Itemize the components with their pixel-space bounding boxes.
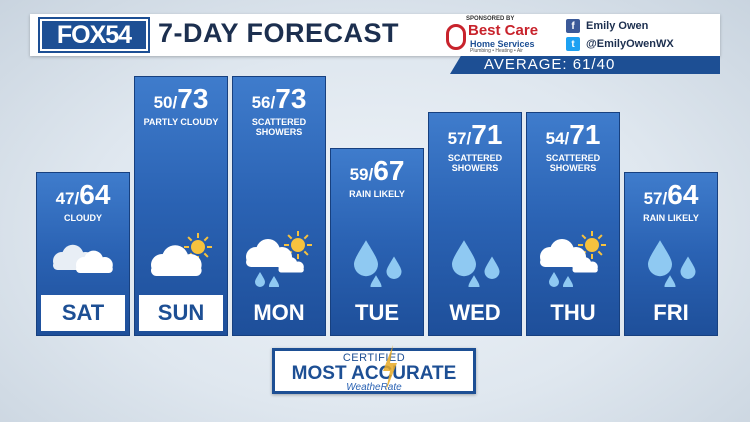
day-label: SUN bbox=[139, 295, 223, 331]
station-logo: FOX54 bbox=[38, 17, 150, 53]
high-temp: 64 bbox=[667, 179, 699, 210]
day-temps: 57/64 bbox=[625, 179, 717, 211]
day-temps: 57/71 bbox=[429, 119, 521, 151]
low-temp: 57 bbox=[643, 189, 663, 208]
low-temp: 59 bbox=[349, 165, 369, 184]
twitter-icon: t bbox=[566, 37, 580, 51]
sponsor-small-text: SPONSORED BY bbox=[466, 16, 515, 22]
temp-separator: / bbox=[172, 93, 178, 112]
facebook-row: f Emily Owen bbox=[566, 17, 716, 35]
badge-main: MOST ACCURATE bbox=[291, 363, 457, 384]
average-bar bbox=[450, 56, 720, 74]
condition-text: CLOUDY bbox=[64, 213, 102, 223]
day-label: FRI bbox=[653, 300, 689, 325]
condition-text: RAIN LIKELY bbox=[349, 189, 405, 199]
low-temp: 56 bbox=[251, 93, 271, 112]
day-column-fri: 57/64 RAIN LIKELY FRI bbox=[624, 172, 718, 336]
day-label: SAT bbox=[41, 295, 125, 331]
twitter-row: t @EmilyOwenWX bbox=[566, 35, 716, 53]
scattered-showers-icon bbox=[540, 231, 606, 287]
temp-separator: / bbox=[466, 129, 472, 148]
sponsor-logo-icon bbox=[446, 24, 466, 50]
condition-text: RAIN LIKELY bbox=[643, 213, 699, 223]
temp-separator: / bbox=[368, 165, 374, 184]
high-temp: 73 bbox=[177, 83, 209, 114]
day-temps: 56/73 bbox=[233, 83, 325, 115]
partly-cloudy-icon bbox=[151, 233, 212, 276]
day-label: MON bbox=[253, 300, 305, 325]
condition-text: PARTLY CLOUDY bbox=[143, 117, 219, 127]
day-column-tue: 59/67 RAIN LIKELY TUE bbox=[330, 148, 424, 336]
cloudy-icon bbox=[53, 244, 113, 273]
low-temp: 47 bbox=[55, 189, 75, 208]
day-temps: 50/73 bbox=[135, 83, 227, 115]
temp-separator: / bbox=[662, 189, 668, 208]
day-column-wed: 57/71 SCATTERED SHOWERS WED bbox=[428, 112, 522, 336]
low-temp: 57 bbox=[447, 129, 467, 148]
day-label: WED bbox=[449, 300, 501, 325]
day-column-mon: 56/73 SCATTERED SHOWERS MON bbox=[232, 76, 326, 336]
day-temps: 54/71 bbox=[527, 119, 619, 151]
rain-icon bbox=[452, 240, 500, 287]
lightning-bolt-icon bbox=[383, 345, 397, 391]
header-banner: FOX54 7-DAY FORECAST SPONSORED BY Best C… bbox=[30, 14, 720, 56]
day-column-thu: 54/71 SCATTERED SHOWERS THU bbox=[526, 112, 620, 336]
high-temp: 64 bbox=[79, 179, 111, 210]
day-temps: 47/64 bbox=[37, 179, 129, 211]
social-block: f Emily Owen t @EmilyOwenWX bbox=[566, 17, 716, 53]
high-temp: 67 bbox=[373, 155, 405, 186]
page-title: 7-DAY FORECAST bbox=[158, 18, 400, 48]
sponsor-name: Best Care bbox=[468, 22, 539, 39]
condition-text: SCATTERED SHOWERS bbox=[251, 117, 307, 137]
high-temp: 71 bbox=[471, 119, 503, 150]
average-text: AVERAGE: 61/40 bbox=[484, 56, 616, 73]
day-label: THU bbox=[550, 300, 596, 325]
temp-separator: / bbox=[74, 189, 80, 208]
twitter-handle: @EmilyOwenWX bbox=[586, 38, 674, 50]
scattered-showers-icon bbox=[246, 231, 312, 287]
low-temp: 50 bbox=[153, 93, 173, 112]
sponsor-block: SPONSORED BY Best Care Home Services Plu… bbox=[444, 16, 554, 54]
high-temp: 73 bbox=[275, 83, 307, 114]
rain-icon bbox=[354, 240, 402, 287]
day-temps: 59/67 bbox=[331, 155, 423, 187]
facebook-handle: Emily Owen bbox=[586, 20, 649, 32]
certified-badge: CERTIFIED MOST ACCURATE WeatheRate bbox=[272, 345, 476, 394]
high-temp: 71 bbox=[569, 119, 601, 150]
facebook-icon: f bbox=[566, 19, 580, 33]
day-label: TUE bbox=[355, 300, 399, 325]
temp-separator: / bbox=[564, 129, 570, 148]
sponsor-services: Plumbing • Heating • Air bbox=[470, 48, 523, 54]
condition-text: SCATTERED SHOWERS bbox=[545, 153, 601, 173]
low-temp: 54 bbox=[545, 129, 565, 148]
condition-text: SCATTERED SHOWERS bbox=[447, 153, 503, 173]
sponsor-sub: Home Services bbox=[470, 39, 535, 49]
day-column-sat: 47/64 CLOUDY SAT bbox=[36, 172, 130, 336]
day-column-sun: 50/73 PARTLY CLOUDY SUN bbox=[134, 76, 228, 336]
temp-separator: / bbox=[270, 93, 276, 112]
rain-icon bbox=[648, 240, 696, 287]
badge-sub: WeatheRate bbox=[346, 382, 402, 393]
